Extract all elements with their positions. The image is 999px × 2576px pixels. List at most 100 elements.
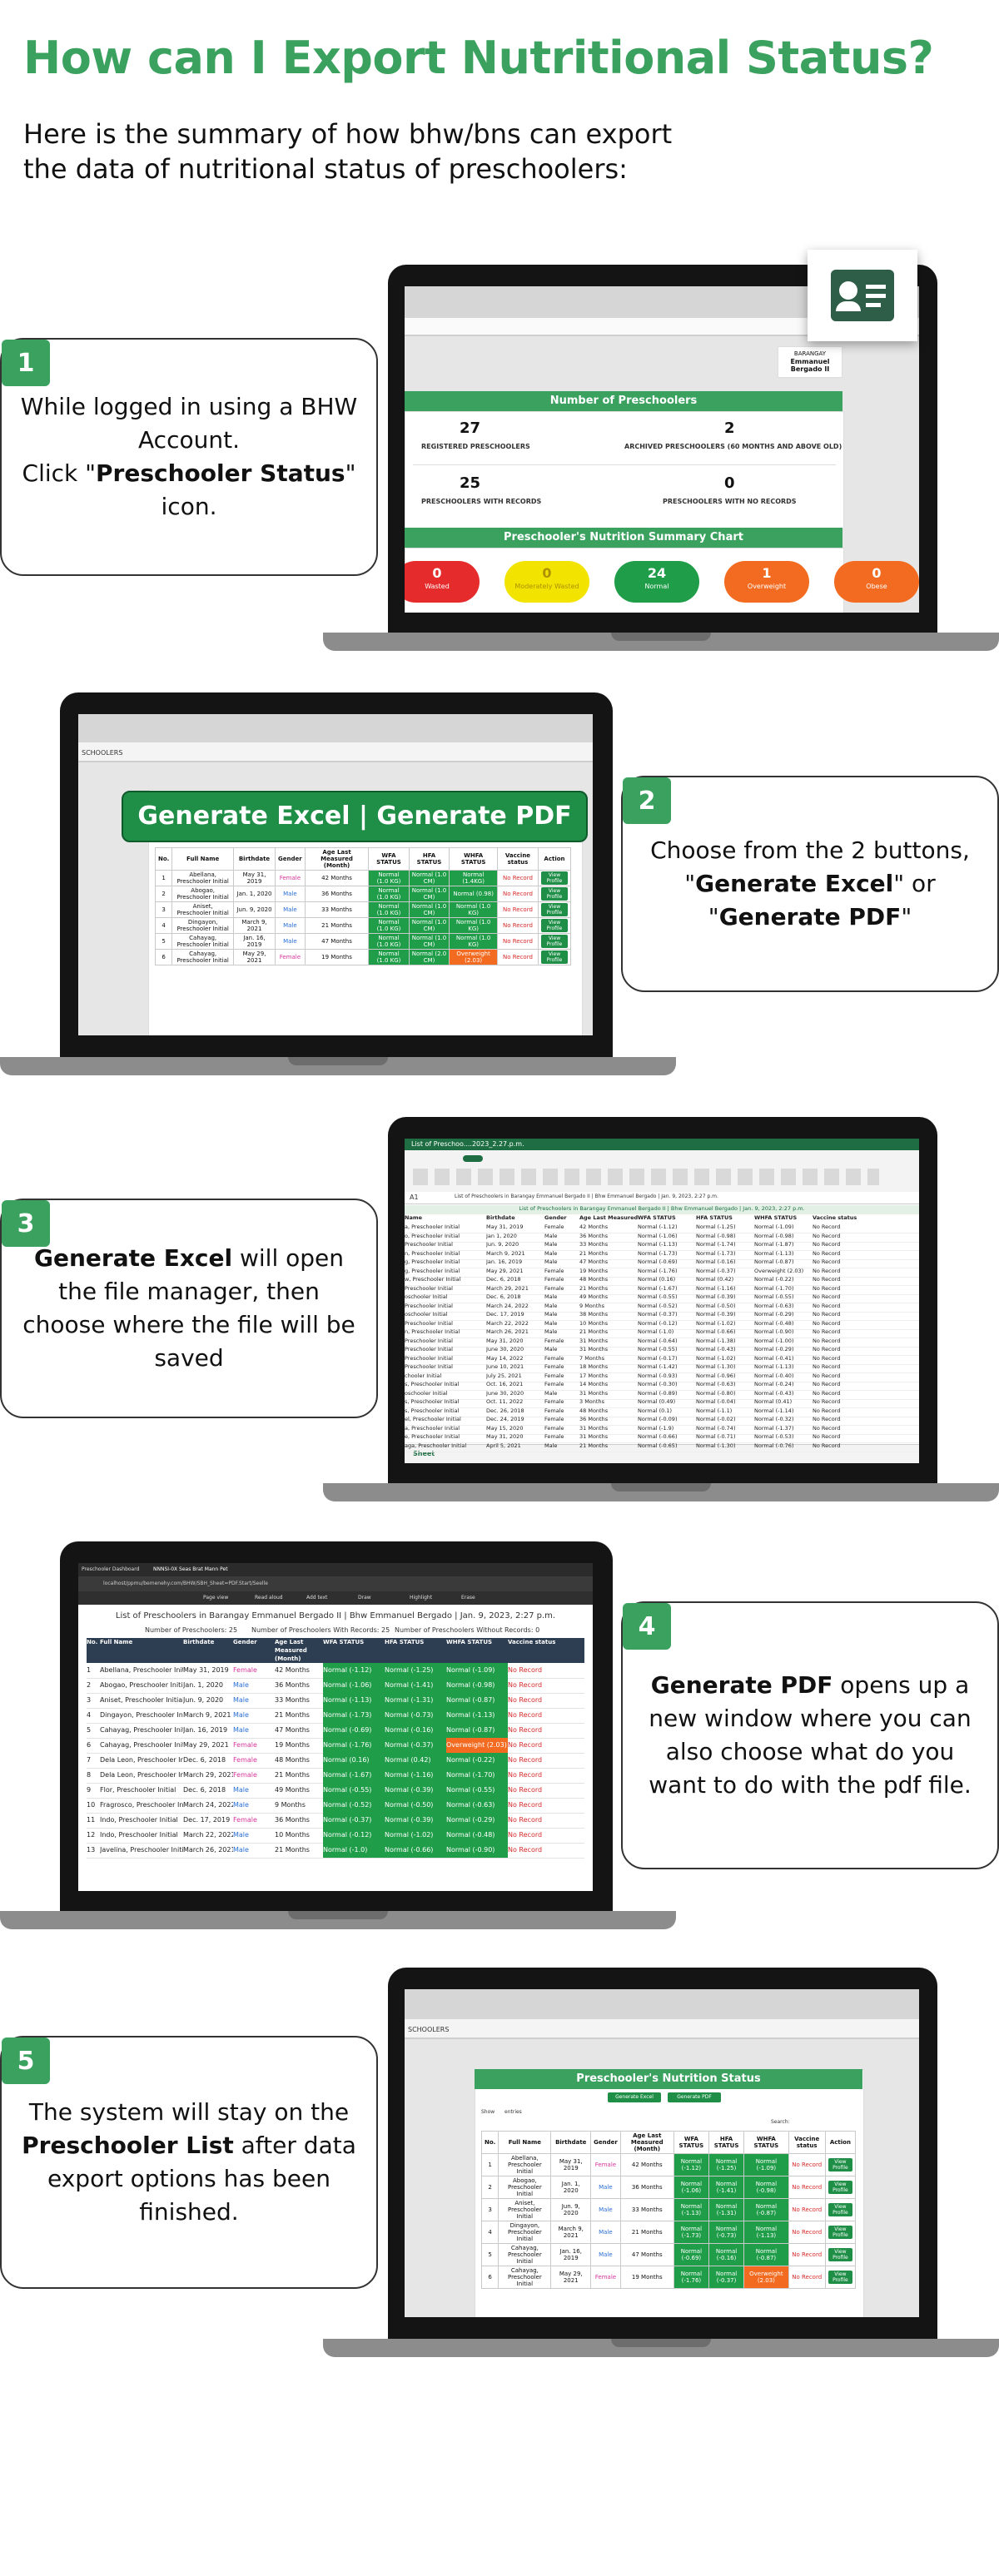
view-profile-button[interactable]: View Profile [540, 950, 568, 964]
sheet-cell[interactable]: Normal (-0.64) [638, 1337, 678, 1344]
sheet-cell[interactable]: Dec. 17, 2019 [486, 1311, 524, 1318]
sheet-cell[interactable]: Normal (-0.93) [638, 1372, 678, 1379]
sheet-cell[interactable]: Normal (-0.55) [754, 1293, 794, 1300]
table-cell[interactable]: View Profile [824, 2221, 857, 2244]
sheet-cell[interactable]: n, Preschooler Initial [405, 1328, 460, 1335]
view-profile-button[interactable]: View Profile [540, 887, 568, 901]
sheet-cell[interactable]: Normal (-1.70) [754, 1284, 794, 1292]
sheet-cell[interactable]: Normal (-1.37) [754, 1424, 794, 1432]
sheet-cell[interactable]: No Record [813, 1424, 841, 1432]
sheet-cell[interactable]: g, Preschooler Initial [405, 1258, 460, 1265]
sheet-cell[interactable]: May 31, 2019 [486, 1223, 524, 1230]
generate-excel-pdf-buttons[interactable]: Generate Excel | Generate PDF [122, 791, 588, 842]
sheet-cell[interactable]: Normal (-0.65) [638, 1442, 678, 1449]
sheet-cell[interactable]: Normal (-0.76) [754, 1442, 794, 1449]
sheet-cell[interactable]: No Record [813, 1267, 841, 1274]
sheet-cell[interactable]: No Record [813, 1416, 841, 1422]
sheet-cell[interactable]: Male [544, 1442, 558, 1449]
sheet-cell[interactable]: Female [544, 1354, 564, 1362]
sheet-cell[interactable]: Normal (-0.17) [638, 1354, 678, 1362]
sheet-cell[interactable]: April 5, 2021 [486, 1442, 521, 1449]
sheet-cell[interactable]: Normal (-1.13) [754, 1249, 794, 1257]
sheet-cell[interactable]: Normal (-0.63) [754, 1302, 794, 1309]
sheet-cell[interactable]: Normal (-0.43) [696, 1346, 736, 1353]
sheet-cell[interactable]: Female [544, 1381, 564, 1387]
sheet-cell[interactable]: el, Preschooler Initial [405, 1416, 461, 1422]
sheet-cell[interactable]: Female [544, 1372, 564, 1379]
sheet-cell[interactable]: Normal (-1.73) [696, 1249, 736, 1257]
sheet-cell[interactable]: No Record [813, 1381, 841, 1387]
sheet-cell[interactable]: Oct. 16, 2021 [486, 1381, 524, 1387]
sheet-cell[interactable]: Normal (-0.43) [754, 1389, 794, 1397]
sheet-cell[interactable]: Normal (-1.76) [638, 1267, 678, 1274]
sheet-cell[interactable]: Preschooler Initial [405, 1346, 453, 1353]
sheet-cell[interactable]: Oct. 11, 2022 [486, 1398, 524, 1405]
sheet-cell[interactable]: Normal (-0.09) [638, 1416, 678, 1422]
sheet-cell[interactable]: Normal (-1.67) [638, 1284, 678, 1292]
sheet-cell[interactable]: Normal (-1.12) [638, 1223, 678, 1230]
sheet-cell[interactable]: Male [544, 1319, 558, 1327]
sheet-cell[interactable]: Normal (-0.63) [696, 1381, 736, 1387]
sheet-cell[interactable]: May 15, 2020 [486, 1424, 524, 1432]
sheet-cell[interactable]: 31 Months [579, 1433, 609, 1440]
excel-file-tab[interactable]: List of Preschoo....2023_2.27.p.m. [411, 1140, 524, 1148]
sheet-cell[interactable]: 14 Months [579, 1381, 609, 1387]
sheet-cell[interactable]: 21 Months [579, 1249, 609, 1257]
view-profile-button[interactable]: View Profile [540, 919, 568, 932]
sheet-cell[interactable]: Normal (-1.09) [754, 1223, 794, 1230]
sheet-cell[interactable]: 48 Months [579, 1276, 609, 1283]
sheet-cell[interactable]: No Record [813, 1223, 841, 1230]
sheet-cell[interactable]: Normal (-0.53) [754, 1433, 794, 1440]
sheet-cell[interactable]: Normal (-0.87) [754, 1258, 794, 1265]
sheet-cell[interactable]: Normal (-0.02) [696, 1416, 736, 1422]
table-cell[interactable]: View Profile [537, 917, 572, 934]
sheet-cell[interactable]: Dec. 26, 2018 [486, 1407, 524, 1414]
sheet-cell[interactable]: Normal (-1.42) [638, 1363, 678, 1370]
pdf-tool-erase[interactable]: Erase [461, 1595, 475, 1601]
sheet-cell[interactable]: Normal (-1.30) [696, 1363, 736, 1370]
sheet-cell[interactable]: May 31, 2020 [486, 1433, 524, 1440]
sheet-cell[interactable]: Normal (-1.73) [638, 1249, 678, 1257]
sheet-cell[interactable]: Normal (-0.30) [638, 1381, 678, 1387]
sheet-cell[interactable]: Normal (-0.12) [638, 1319, 678, 1327]
sheet-cell[interactable]: 9 Months [579, 1302, 604, 1309]
pdf-tool-highlight[interactable]: Highlight [410, 1595, 433, 1601]
table-cell[interactable]: View Profile [537, 933, 572, 950]
sheet-cell[interactable]: June 10, 2021 [486, 1363, 524, 1370]
pdf-tool-read-aloud[interactable]: Read aloud [255, 1595, 283, 1601]
pdf-tool-page-view[interactable]: Page view [203, 1595, 229, 1601]
sheet-cell[interactable]: 36 Months [579, 1416, 609, 1422]
sheet-cell[interactable]: 33 Months [579, 1241, 609, 1248]
sheet-cell[interactable]: Male [544, 1293, 558, 1300]
sheet-cell[interactable]: Normal (-1.87) [754, 1241, 794, 1248]
sheet-cell[interactable]: 47 Months [579, 1258, 609, 1265]
sheet-cell[interactable]: Normal (-0.74) [696, 1424, 736, 1432]
sheet-cell[interactable]: No Record [813, 1398, 841, 1405]
sheet-cell[interactable]: No Record [813, 1346, 841, 1353]
sheet-cell[interactable]: Normal (-0.71) [696, 1433, 736, 1440]
generate-excel-button[interactable]: Generate Excel [608, 2092, 661, 2102]
sheet-cell[interactable]: Normal (-0.37) [638, 1311, 678, 1318]
table-cell[interactable]: View Profile [824, 2176, 857, 2199]
sheet-cell[interactable]: Dec. 6, 2018 [486, 1276, 521, 1283]
cell-reference[interactable]: A1 [410, 1194, 419, 1201]
sheet-cell[interactable]: Normal (-0.55) [638, 1346, 678, 1353]
sheet-cell[interactable]: Male [544, 1311, 558, 1318]
sheet-cell[interactable]: Female [544, 1398, 564, 1405]
table-cell[interactable]: View Profile [537, 949, 572, 965]
sheet-cell[interactable]: March 24, 2022 [486, 1302, 529, 1309]
sheet-cell[interactable]: Female [544, 1284, 564, 1292]
formula-bar[interactable]: List of Preschoolers in Barangay Emmanue… [455, 1194, 718, 1199]
sheet-cell[interactable]: Female [544, 1276, 564, 1283]
sheet-cell[interactable]: Overweight (2.03) [754, 1267, 804, 1274]
table-cell[interactable]: View Profile [824, 2153, 857, 2176]
sheet-cell[interactable]: Jun. 9, 2020 [486, 1241, 519, 1248]
sheet-cell[interactable]: Female [544, 1267, 564, 1274]
sheet-cell[interactable]: oschooler Initial [405, 1293, 448, 1300]
sheet-cell[interactable]: Preschooler Initial [405, 1337, 453, 1344]
sheet-cell[interactable]: Normal (-0.98) [696, 1232, 736, 1239]
sheet-cell[interactable]: May 29, 2021 [486, 1267, 524, 1274]
sheet-cell[interactable]: Male [544, 1346, 558, 1353]
sheet-cell[interactable]: Normal (0.49) [638, 1398, 676, 1405]
sheet-cell[interactable]: May 14, 2022 [486, 1354, 524, 1362]
